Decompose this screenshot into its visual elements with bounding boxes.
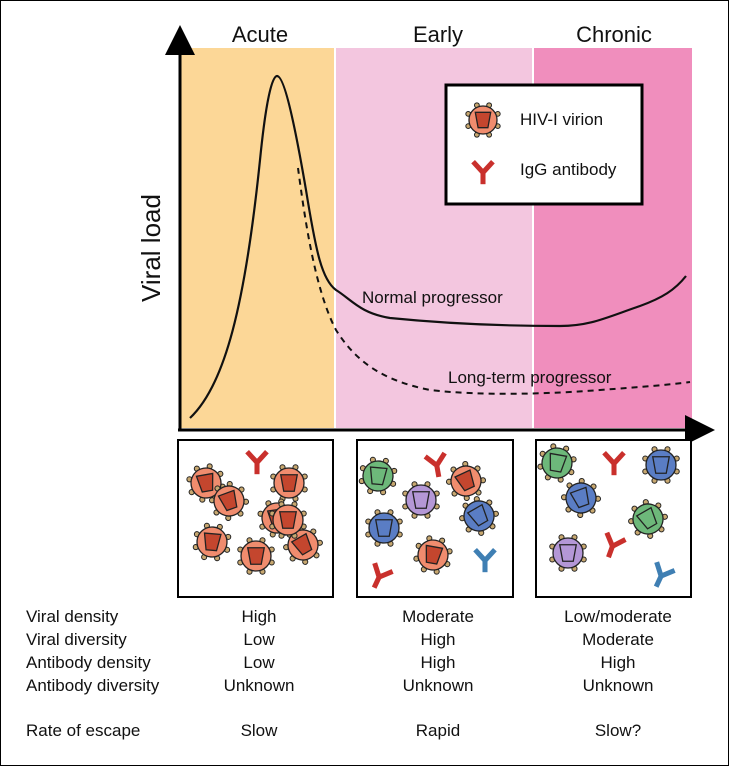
virion-icon [237,537,275,575]
cell-rate-of-escape-chronic: Slow? [595,721,641,740]
cell-viral-density-acute: High [242,607,277,626]
virion-icon [537,443,577,483]
cell-rate-of-escape-early: Rapid [416,721,460,740]
row-label-rate-of-escape: Rate of escape [26,721,140,740]
cell-antibody-diversity-acute: Unknown [224,676,295,695]
properties-table: Viral density High Moderate Low/moderate… [26,607,672,740]
virion-icon [413,535,453,575]
antibody-icon [473,547,497,573]
virion-icon [549,534,587,572]
normal-progressor-curve [189,74,687,419]
phase-title-chronic: Chronic [576,22,652,47]
panel-acute [186,449,323,575]
long-term-progressor-label: Long-term progressor [448,368,612,387]
cell-antibody-diversity-early: Unknown [403,676,474,695]
cell-viral-diversity-early: High [421,630,456,649]
virion-icon [402,481,440,519]
normal-progressor-label: Normal progressor [362,288,503,307]
cell-antibody-density-acute: Low [243,653,275,672]
row-label-antibody-density: Antibody density [26,653,151,672]
panel-early [358,451,499,589]
antibody-icon [245,449,269,475]
virion-icon [269,501,307,539]
virion-icon [270,464,308,502]
long-term-progressor-curve [297,167,691,395]
antibody-icon [653,561,676,588]
cell-viral-density-early: Moderate [402,607,474,626]
cell-viral-diversity-chronic: Moderate [582,630,654,649]
legend-virion-icon [465,102,501,138]
legend-antibody-icon [471,159,495,185]
y-axis-label: Viral load [136,194,166,302]
legend: HIV-I virion IgG antibody [444,83,644,206]
cell-antibody-density-early: High [421,653,456,672]
antibody-icon [602,450,626,476]
virion-icon [642,446,680,484]
cell-antibody-diversity-chronic: Unknown [583,676,654,695]
cell-viral-diversity-acute: Low [243,630,275,649]
virion-icon [459,496,499,536]
phase-band-acute [180,48,334,428]
virion-icon [186,463,226,503]
row-label-viral-diversity: Viral diversity [26,630,127,649]
virion-icon [365,509,403,547]
virion-icon [465,102,501,138]
phase-title-early: Early [413,22,463,47]
virion-icon [192,522,232,562]
row-label-antibody-diversity: Antibody diversity [26,676,160,695]
antibody-icon [371,562,394,589]
phase-title-acute: Acute [232,22,288,47]
virion-icon [445,460,487,502]
panel-chronic [537,443,680,588]
cell-viral-density-chronic: Low/moderate [564,607,672,626]
virion-icon [628,499,668,539]
legend-antibody-label: IgG antibody [520,160,617,179]
virion-icon [358,456,398,496]
virion-icon [208,480,250,522]
row-label-viral-density: Viral density [26,607,119,626]
legend-virion-label: HIV-I virion [520,110,603,129]
antibody-icon [604,531,627,559]
antibody-icon [471,159,495,185]
virion-icon [283,525,323,565]
cell-rate-of-escape-acute: Slow [241,721,279,740]
cell-antibody-density-chronic: High [601,653,636,672]
virion-icon [560,477,602,519]
antibody-icon [423,451,447,478]
